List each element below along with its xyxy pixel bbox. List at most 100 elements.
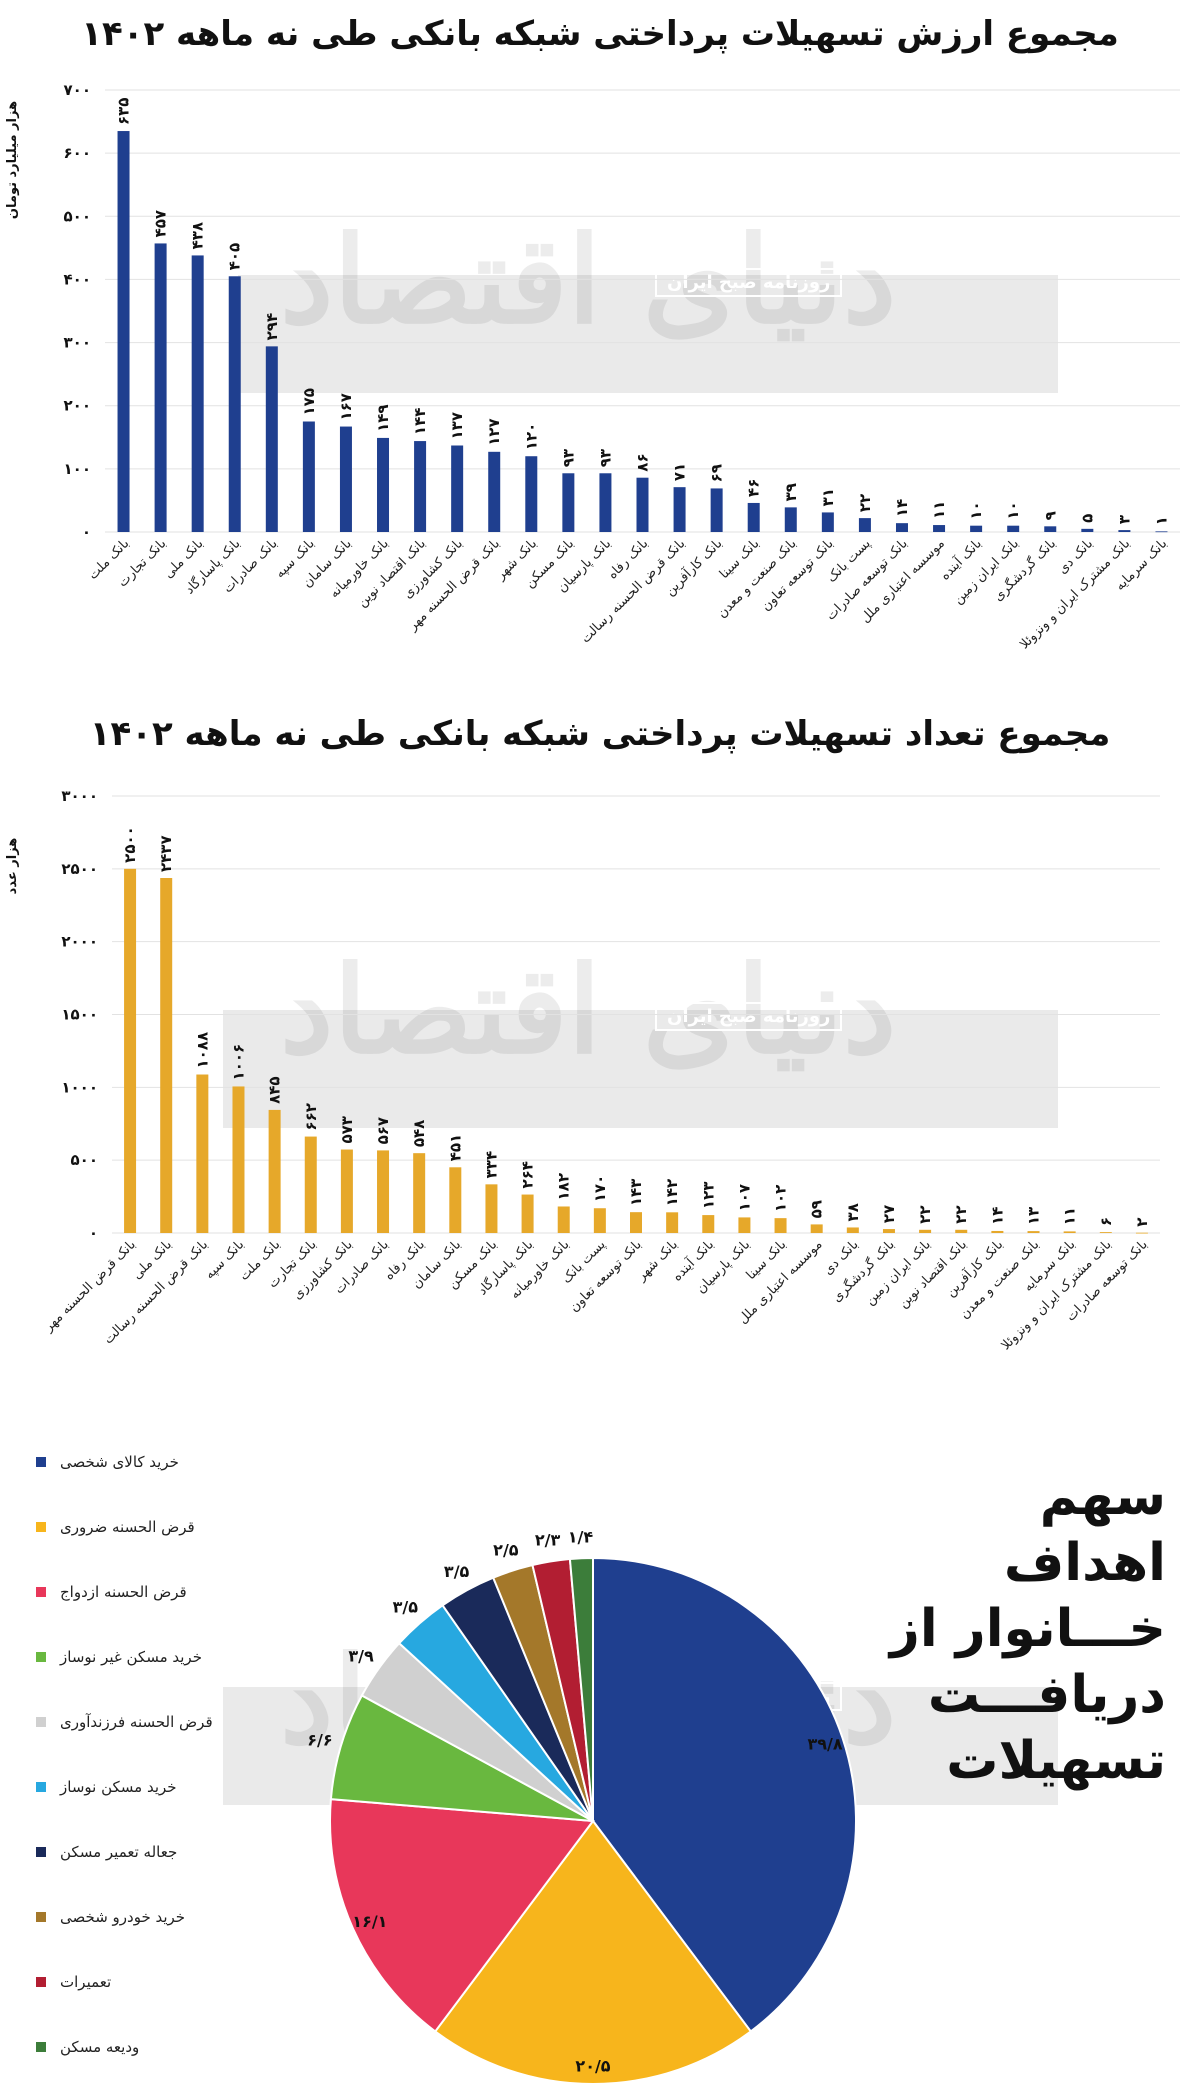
- bar-value-label: ۲۲: [952, 1205, 970, 1223]
- bar-value-label: ۲۴۳۷: [157, 835, 175, 872]
- bar-value-label: ۲: [1133, 1218, 1151, 1227]
- bar: [265, 346, 278, 532]
- bar-value-label: ۲۹۴: [263, 313, 281, 340]
- bar: [970, 525, 983, 532]
- pie-slice: [329, 1694, 594, 1822]
- legend-swatch: [36, 1652, 46, 1662]
- bar: [488, 451, 501, 532]
- pie-value-label: ۳/۵: [393, 1597, 419, 1616]
- bar-value-label: ۳۹: [782, 483, 800, 501]
- legend-item: قرض الحسنه فرزندآوری: [36, 1710, 213, 1734]
- bar: [630, 1212, 642, 1233]
- pie-value-label: ۳/۹: [348, 1646, 374, 1665]
- pie-title-line: خـــانوار از: [889, 1599, 1166, 1659]
- pie-value-label: ۲/۵: [493, 1541, 519, 1560]
- bar-value-label: ۱۰۲: [772, 1185, 790, 1212]
- bar-value-label: ۱۲۳: [699, 1182, 717, 1209]
- legend-item: ودیعه مسکن: [36, 2035, 139, 2059]
- bar-value-label: ۱۳: [1025, 1207, 1043, 1225]
- bar: [268, 1109, 281, 1233]
- bar-value-label: ۱۴۳: [627, 1179, 645, 1206]
- bar: [673, 487, 686, 532]
- bar-value-label: ۱۷۵: [300, 388, 318, 415]
- legend-label: خرید کالای شخصی: [60, 1453, 179, 1471]
- bar-value-label: ۴۶: [745, 479, 763, 497]
- bar-value-label: ۸۶: [634, 453, 652, 471]
- bar: [784, 507, 797, 532]
- bar-value-label: ۱۴: [988, 1207, 1006, 1225]
- bar-value-label: ۱۴۹: [374, 404, 392, 431]
- bar-value-label: ۹۳: [559, 449, 577, 467]
- bar: [636, 477, 649, 532]
- bar: [1027, 1231, 1040, 1233]
- bar-value-label: ۲۵۰۰: [121, 826, 139, 863]
- bar-value-label: ۶: [1097, 1217, 1115, 1226]
- bar-value-label: ۵: [1078, 514, 1096, 523]
- bar: [1099, 1232, 1112, 1233]
- y-tick-label: ۱۰۰: [64, 460, 91, 478]
- y-tick-label: ۷۰۰: [64, 81, 91, 99]
- legend-swatch: [36, 1782, 46, 1792]
- y-tick-label: ۲۵۰۰: [61, 860, 98, 878]
- bar: [593, 1208, 606, 1233]
- y-tick-label: ۱۵۰۰: [61, 1006, 98, 1024]
- y-tick-label: ۲۰۰۰: [61, 933, 98, 951]
- bar: [1081, 528, 1094, 532]
- legend-swatch: [36, 1847, 46, 1857]
- bar: [738, 1217, 751, 1233]
- bar-value-label: ۴۳۸: [189, 222, 207, 249]
- bar-value-label: ۱۸۲: [555, 1173, 573, 1200]
- watermark-band: [223, 1010, 1058, 1128]
- legend-item: قرض الحسنه ضروری: [36, 1515, 195, 1539]
- watermark-badge: روزنامه صبح ایران: [655, 268, 843, 297]
- bar: [1044, 526, 1057, 532]
- bar-value-label: ۱۴: [893, 499, 911, 517]
- bar: [377, 437, 390, 532]
- y-axis-label: هزار میلیارد تومان: [5, 101, 20, 219]
- bar-value-label: ۶۳۵: [115, 98, 133, 125]
- bar: [377, 1150, 390, 1233]
- bar-value-label: ۴۰۵: [226, 243, 244, 270]
- legend-swatch: [36, 1912, 46, 1922]
- bar: [710, 488, 723, 532]
- chart-pie-section: دنیای اقتصاد روزنامه صبح ایران خرید کالا…: [0, 1400, 1200, 2094]
- bar: [1118, 530, 1131, 532]
- bar: [846, 1227, 859, 1233]
- bar: [702, 1215, 715, 1233]
- legend-item: جعاله تعمیر مسکن: [36, 1840, 177, 1864]
- bar-value-label: ۳۳۴: [482, 1151, 500, 1178]
- pie-value-label: ۱/۴: [568, 1527, 594, 1546]
- pie-value-label: ۱۶/۱: [352, 1912, 387, 1931]
- bar-value-label: ۲۲: [856, 494, 874, 512]
- legend-label: خرید خودرو شخصی: [60, 1908, 186, 1926]
- legend-swatch: [36, 2042, 46, 2052]
- bar: [1135, 1232, 1148, 1234]
- y-tick-label: ۵۰۰: [71, 1151, 98, 1169]
- pie-title: سهم اهداف خـــانوار از دریافـــت تسهیلات: [866, 1464, 1166, 1794]
- bar-value-label: ۱۰۷: [735, 1184, 753, 1211]
- bar: [414, 441, 427, 532]
- legend-swatch: [36, 1717, 46, 1727]
- bar-value-label: ۱۶۷: [337, 393, 355, 420]
- bar-value-label: ۶۹: [708, 464, 726, 482]
- legend-swatch: [36, 1977, 46, 1987]
- bar: [160, 878, 173, 1233]
- chart-value-section: دنیای اقتصاد روزنامه صبح ایران مجموع ارز…: [0, 0, 1200, 700]
- bar-value-label: ۷۱: [671, 463, 689, 481]
- bar-value-label: ۱۴۴: [411, 408, 429, 435]
- legend-item: قرض الحسنه ازدواج: [36, 1580, 187, 1604]
- legend-swatch: [36, 1587, 46, 1597]
- bar: [1155, 531, 1168, 533]
- bar: [774, 1218, 787, 1233]
- chart-pie-svg: ۳۹/۸ ۲۰/۵ ۱۶/۱ ۶/۶ ۳/۹ ۳/۵ ۳/۵ ۲/۵ ۲/۳ ۱/۴: [307, 1527, 857, 2085]
- y-tick-label: ۰: [82, 523, 91, 541]
- legend-item: خرید خودرو شخصی: [36, 1905, 185, 1929]
- pie-slice: [329, 1798, 595, 2033]
- y-tick-label: ۳۰۰۰: [61, 787, 98, 805]
- bar: [449, 1167, 462, 1233]
- chart-count-section: دنیای اقتصاد روزنامه صبح ایران مجموع تعد…: [0, 700, 1200, 1400]
- bar: [1007, 525, 1020, 532]
- bar: [1063, 1231, 1076, 1233]
- bar-value-label: ۴۵۱: [446, 1134, 464, 1161]
- chart-value-title: مجموع ارزش تسهیلات پرداختی شبکه بانکی طی…: [81, 14, 1119, 54]
